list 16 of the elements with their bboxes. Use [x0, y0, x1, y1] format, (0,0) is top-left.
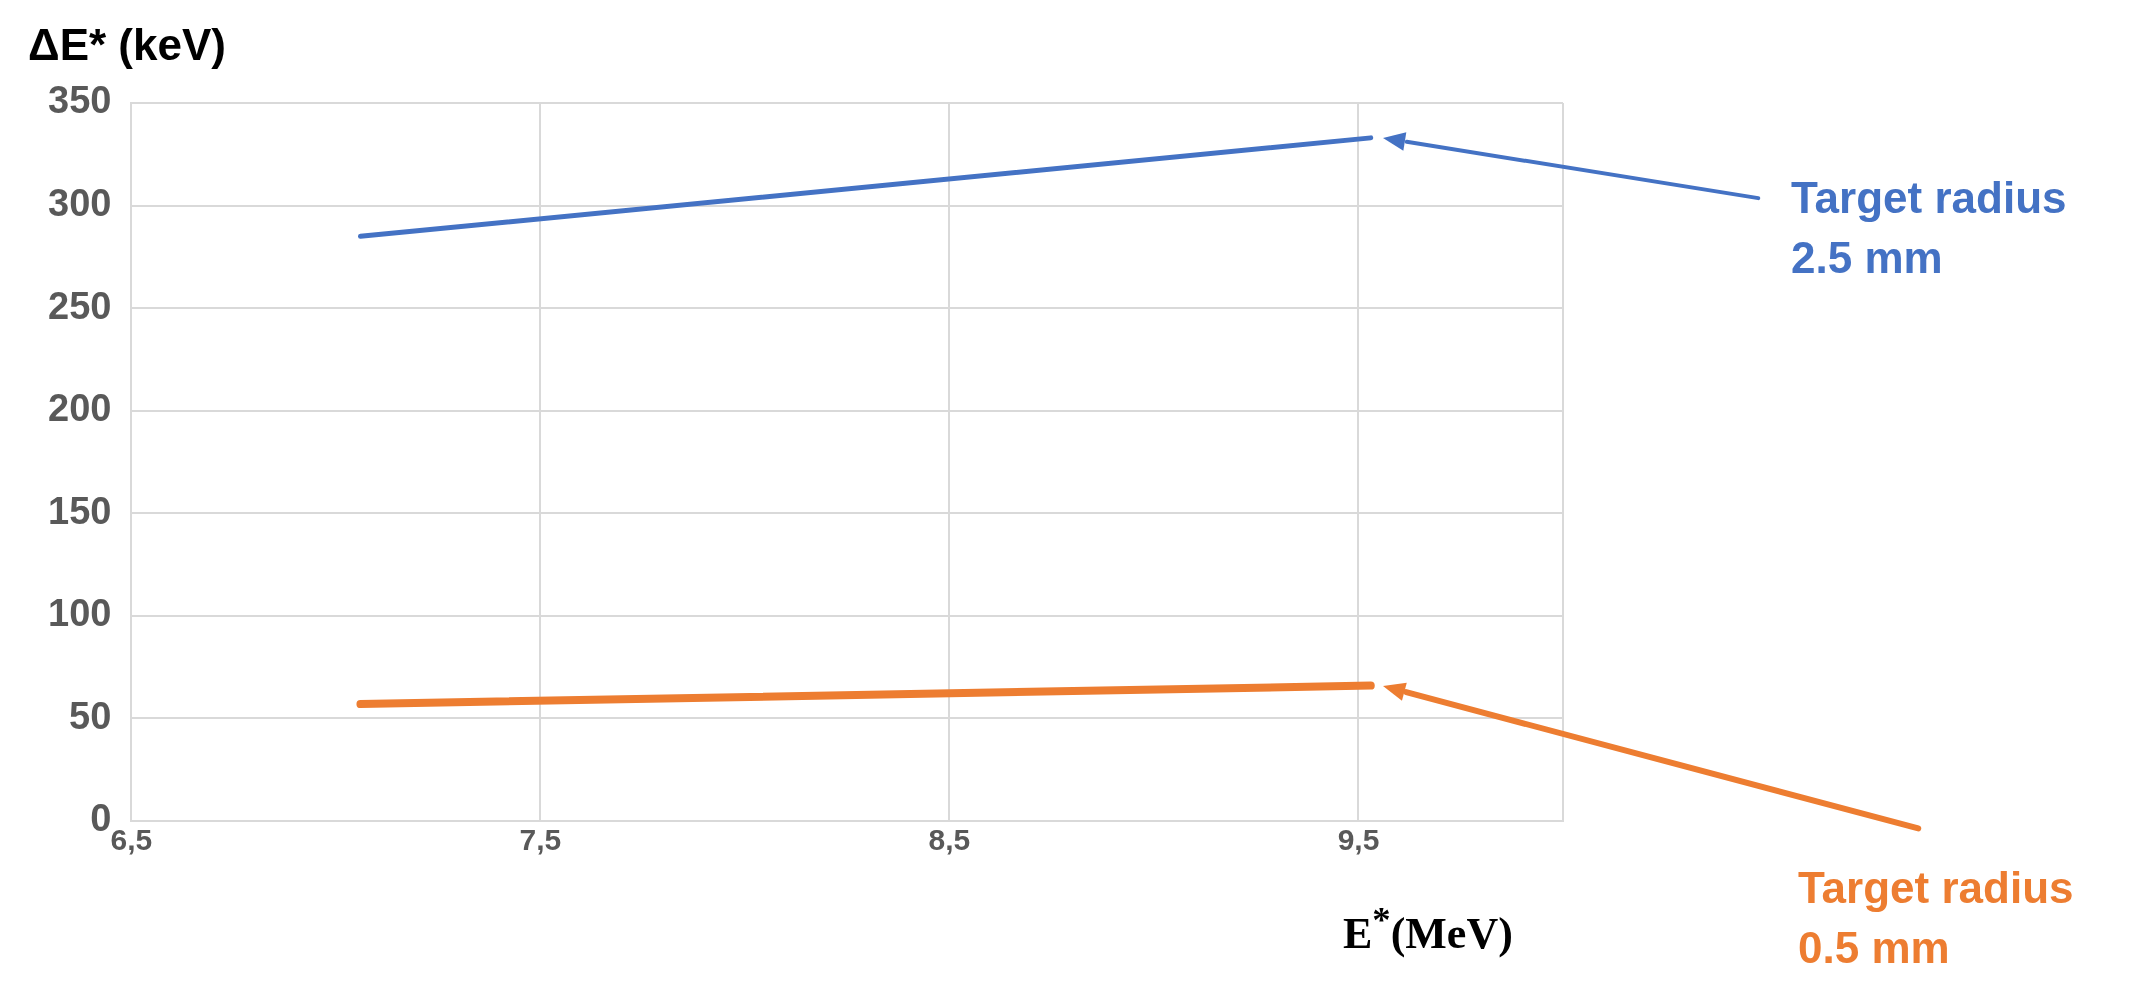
y-tick-label: 100 — [48, 592, 112, 635]
x-tick-label: 8,5 — [928, 823, 971, 857]
x-tick-label: 6,5 — [110, 823, 153, 857]
y-tick-label: 250 — [48, 284, 112, 327]
y-tick-label: 50 — [69, 694, 112, 737]
y-tick-label: 350 — [48, 79, 112, 122]
x-tick-label: 7,5 — [519, 823, 562, 857]
x-tick-label: 9,5 — [1337, 823, 1380, 857]
y-axis-title: ΔE* (keV) — [28, 20, 226, 70]
y-tick-label: 300 — [48, 182, 112, 225]
y-tick-label: 200 — [48, 387, 112, 430]
y-tick-label: 0 — [90, 797, 112, 840]
text: Target radius 2.5 mm — [1791, 172, 2068, 284]
x-axis-title: E$^{*}$(MeV) — [1343, 898, 1513, 959]
text: Target radius 0.5 mm — [1798, 862, 2075, 974]
y-tick-label: 150 — [48, 489, 112, 532]
